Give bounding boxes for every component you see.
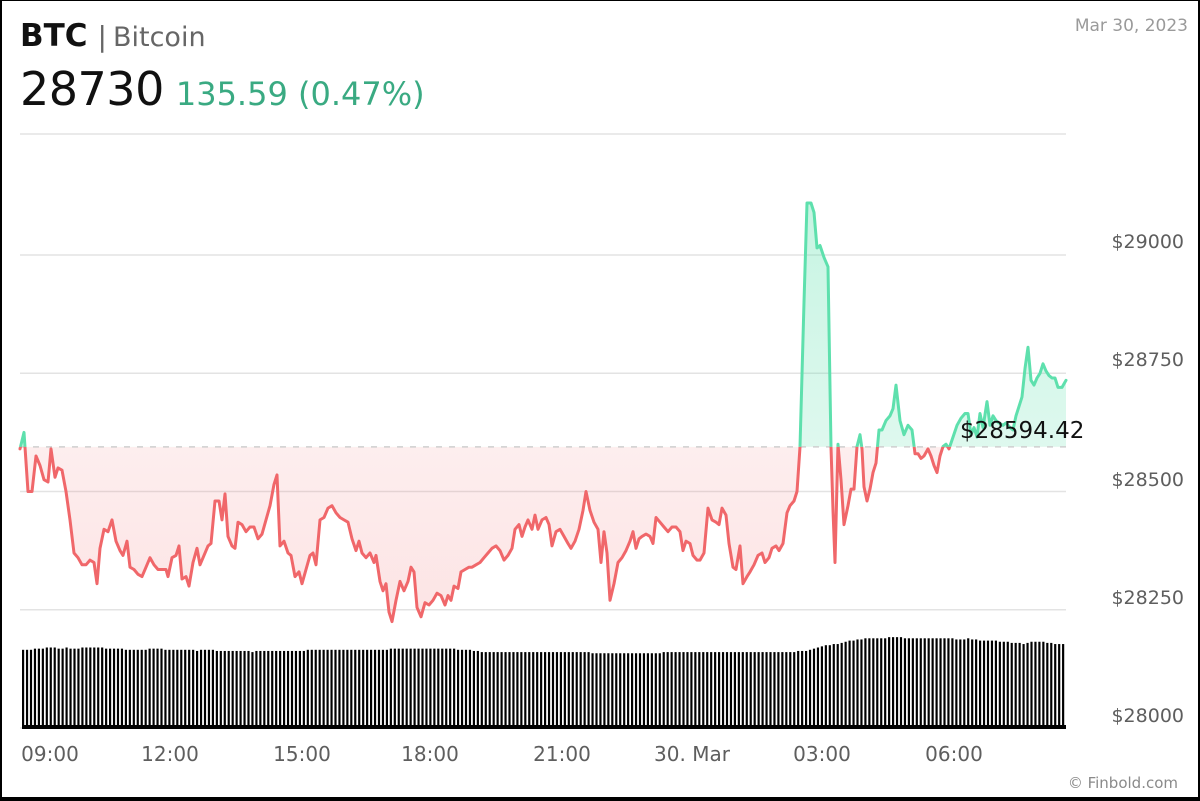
x-tick-0600: 06:00 — [925, 742, 983, 766]
current-price: 28730 — [20, 62, 164, 116]
chart-date: Mar 30, 2023 — [1074, 16, 1188, 36]
x-tick-0300: 03:00 — [793, 742, 851, 766]
y-tick-28250: $28250 — [1111, 587, 1184, 609]
y-tick-28750: $28750 — [1111, 349, 1184, 371]
price-line — [18, 201, 1068, 624]
x-tick-0900: 09:00 — [21, 742, 79, 766]
x-tick-30-mar: 30. Mar — [654, 742, 730, 766]
x-tick-1500: 15:00 — [273, 742, 331, 766]
asset-name: Bitcoin — [112, 22, 206, 53]
y-tick-28500: $28500 — [1111, 469, 1184, 491]
price-row: 28730 135.59 (0.47%) — [20, 62, 425, 116]
volume-bars — [22, 637, 1066, 729]
baseline-price-label: $28594.42 — [960, 418, 1085, 444]
x-tick-2100: 21:00 — [533, 742, 591, 766]
x-tick-1200: 12:00 — [141, 742, 199, 766]
finbold-credit: © Finbold.com — [1067, 774, 1178, 792]
price-change: 135.59 (0.47%) — [175, 75, 425, 113]
title-row: BTC | Bitcoin — [20, 18, 425, 60]
x-tick-1800: 18:00 — [401, 742, 459, 766]
y-tick-29000: $29000 — [1111, 231, 1184, 253]
area-fills — [20, 203, 1066, 622]
ticker-symbol: BTC — [20, 18, 88, 54]
header: BTC | Bitcoin 28730 135.59 (0.47%) — [20, 18, 425, 116]
title-separator: | — [97, 20, 107, 53]
y-tick-28000: $28000 — [1111, 705, 1184, 727]
